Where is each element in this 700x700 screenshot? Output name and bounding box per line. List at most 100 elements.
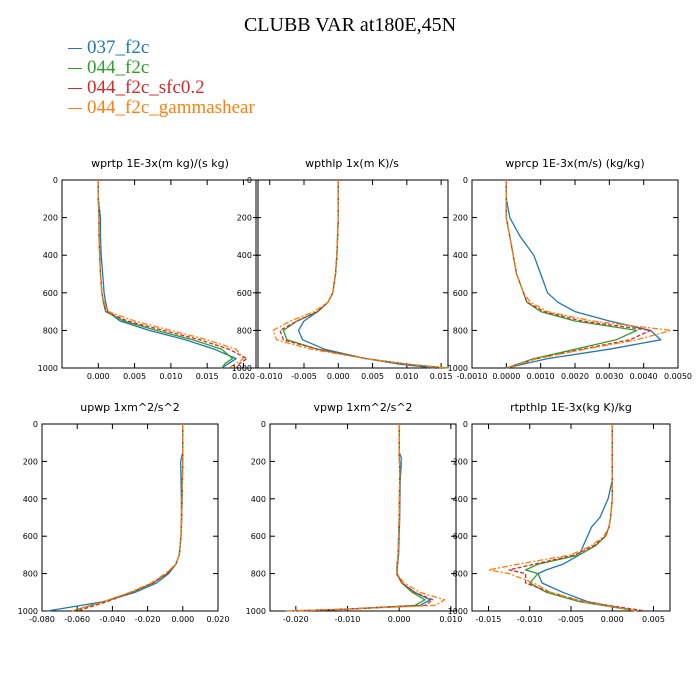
xtick-label-0-4: 0.020 (232, 372, 255, 381)
xtick-label-1-2: 0.000 (327, 372, 350, 381)
ytick-label-1-2: 400 (237, 251, 252, 260)
panel-title-3: upwp 1xm^2/s^2 (80, 401, 180, 414)
xtick-label-4-0: -0.020 (283, 615, 309, 624)
legend-label-0: 037_f2c (87, 37, 150, 58)
ytick-label-3-5: 1000 (18, 607, 38, 616)
ytick-label-0-2: 400 (43, 251, 58, 260)
ytick-label-1-4: 800 (237, 326, 252, 335)
xtick-label-2-1: 0.0000 (492, 372, 520, 381)
series-line-3-3 (71, 424, 184, 612)
series-line-4-2 (295, 424, 434, 612)
panel-frame-0 (61, 179, 259, 369)
xtick-label-5-3: 0.000 (601, 615, 624, 624)
ytick-label-2-1: 200 (453, 214, 468, 223)
ytick-label-0-0: 0 (53, 176, 58, 185)
series-line-0-3 (97, 180, 245, 369)
xtick-label-5-2: -0.005 (558, 615, 584, 624)
panel-1: wpthlp 1x(m K)/s 0 200 400 600 800 1000 -0.010-… (232, 157, 453, 381)
ytick-label-5-1: 200 (453, 457, 468, 466)
xtick-label-4-2: 0.000 (388, 615, 411, 624)
xtick-label-2-6: 0.0050 (664, 372, 692, 381)
series-line-5-3 (487, 424, 638, 612)
xtick-label-3-0: -0.080 (29, 615, 55, 624)
ytick-label-2-3: 600 (453, 289, 468, 298)
xtick-label-1-0: -0.010 (257, 372, 283, 381)
series-line-4-3 (285, 424, 446, 612)
panel-title-5: rtpthlp 1E-3x(kg K)/kg (510, 401, 632, 414)
xtick-label-3-4: 0.000 (171, 615, 194, 624)
xtick-label-3-2: -0.040 (100, 615, 126, 624)
xtick-label-4-1: -0.010 (335, 615, 361, 624)
panel-0: wprtp 1E-3x(m kg)/(s kg) 0 200 400 600 800 100… (38, 157, 259, 381)
ytick-label-4-1: 200 (251, 457, 266, 466)
ytick-label-4-0: 0 (261, 420, 266, 429)
xtick-label-5-0: -0.015 (476, 615, 502, 624)
ytick-label-4-3: 600 (251, 532, 266, 541)
series-line-2-1 (505, 180, 638, 369)
panel-2: wprcp 1E-3x(m/s) (kg/kg) 0 200 400 600 800 100… (448, 157, 692, 381)
series-line-3-1 (71, 424, 184, 612)
legend-label-1: 044_f2c (87, 57, 150, 78)
series-line-3-0 (47, 424, 184, 612)
series-line-4-0 (285, 424, 431, 612)
ytick-label-4-2: 400 (251, 495, 266, 504)
ytick-label-1-1: 200 (237, 214, 252, 223)
series-line-1-1 (282, 180, 449, 369)
ytick-label-3-3: 600 (23, 532, 38, 541)
ytick-label-5-0: 0 (463, 420, 468, 429)
legend-swatch-0 (68, 48, 82, 50)
ytick-label-2-5: 1000 (448, 364, 468, 373)
xtick-label-0-1: 0.005 (123, 372, 146, 381)
panel-frame-1 (255, 179, 449, 369)
series-line-5-0 (537, 424, 638, 612)
ytick-label-3-0: 0 (33, 420, 38, 429)
xtick-label-1-1: -0.005 (291, 372, 317, 381)
legend-label-3: 044_f2c_gammashear (87, 97, 255, 118)
xtick-label-5-4: 0.005 (642, 615, 665, 624)
xtick-label-3-3: -0.020 (135, 615, 161, 624)
xtick-label-0-3: 0.015 (196, 372, 219, 381)
legend-swatch-1 (68, 68, 82, 70)
legend-swatch-3 (68, 108, 82, 110)
ytick-label-5-3: 600 (453, 532, 468, 541)
panel-title-4: vpwp 1xm^2/s^2 (313, 401, 412, 414)
ytick-label-5-5: 1000 (448, 607, 468, 616)
xtick-label-3-5: 0.020 (207, 615, 230, 624)
legend: 037_f2c 044_f2c 044_f2c_sfc0.2 044_f2c_g… (68, 38, 255, 118)
xtick-label-2-2: 0.0010 (527, 372, 555, 381)
ytick-label-1-3: 600 (237, 289, 252, 298)
ytick-label-3-4: 800 (23, 570, 38, 579)
panel-title-1: wpthlp 1x(m K)/s (305, 157, 399, 170)
series-line-2-0 (505, 180, 662, 369)
ytick-label-4-4: 800 (251, 570, 266, 579)
series-line-0-2 (97, 180, 248, 369)
xtick-label-0-2: 0.010 (159, 372, 182, 381)
panel-title-2: wprcp 1E-3x(m/s) (kg/kg) (505, 157, 644, 170)
ytick-label-2-0: 0 (463, 176, 468, 185)
xtick-label-2-4: 0.0030 (595, 372, 623, 381)
series-line-1-3 (272, 180, 449, 369)
legend-label-2: 044_f2c_sfc0.2 (87, 77, 205, 98)
panel-5: rtpthlp 1E-3x(kg K)/kg02004006008001000-… (448, 401, 671, 624)
ytick-label-1-0: 0 (247, 176, 252, 185)
ytick-label-0-3: 600 (43, 289, 58, 298)
ytick-label-1-5: 1000 (232, 364, 252, 373)
panel-frame-5 (471, 423, 671, 612)
panel-frame-4 (269, 423, 457, 612)
legend-entry-3: 044_f2c_gammashear (68, 98, 255, 118)
series-line-4-1 (295, 424, 426, 612)
panel-3: upwp 1xm^2/s^2 0 200 400 600 800 1000-0.080 -0.… (18, 401, 230, 624)
xtick-label-1-3: 0.005 (361, 372, 384, 381)
series-line-0-0 (97, 180, 237, 369)
ytick-label-2-4: 800 (453, 326, 468, 335)
series-line-2-2 (505, 180, 652, 369)
series-line-3-2 (77, 424, 184, 612)
xtick-label-2-5: 0.0040 (630, 372, 658, 381)
ytick-label-0-1: 200 (43, 214, 58, 223)
legend-entry-2: 044_f2c_sfc0.2 (68, 78, 255, 98)
ytick-label-2-2: 400 (453, 251, 468, 260)
ytick-label-3-1: 200 (23, 457, 38, 466)
xtick-label-2-0: -0.0010 (457, 372, 488, 381)
ytick-label-4-5: 1000 (246, 607, 266, 616)
